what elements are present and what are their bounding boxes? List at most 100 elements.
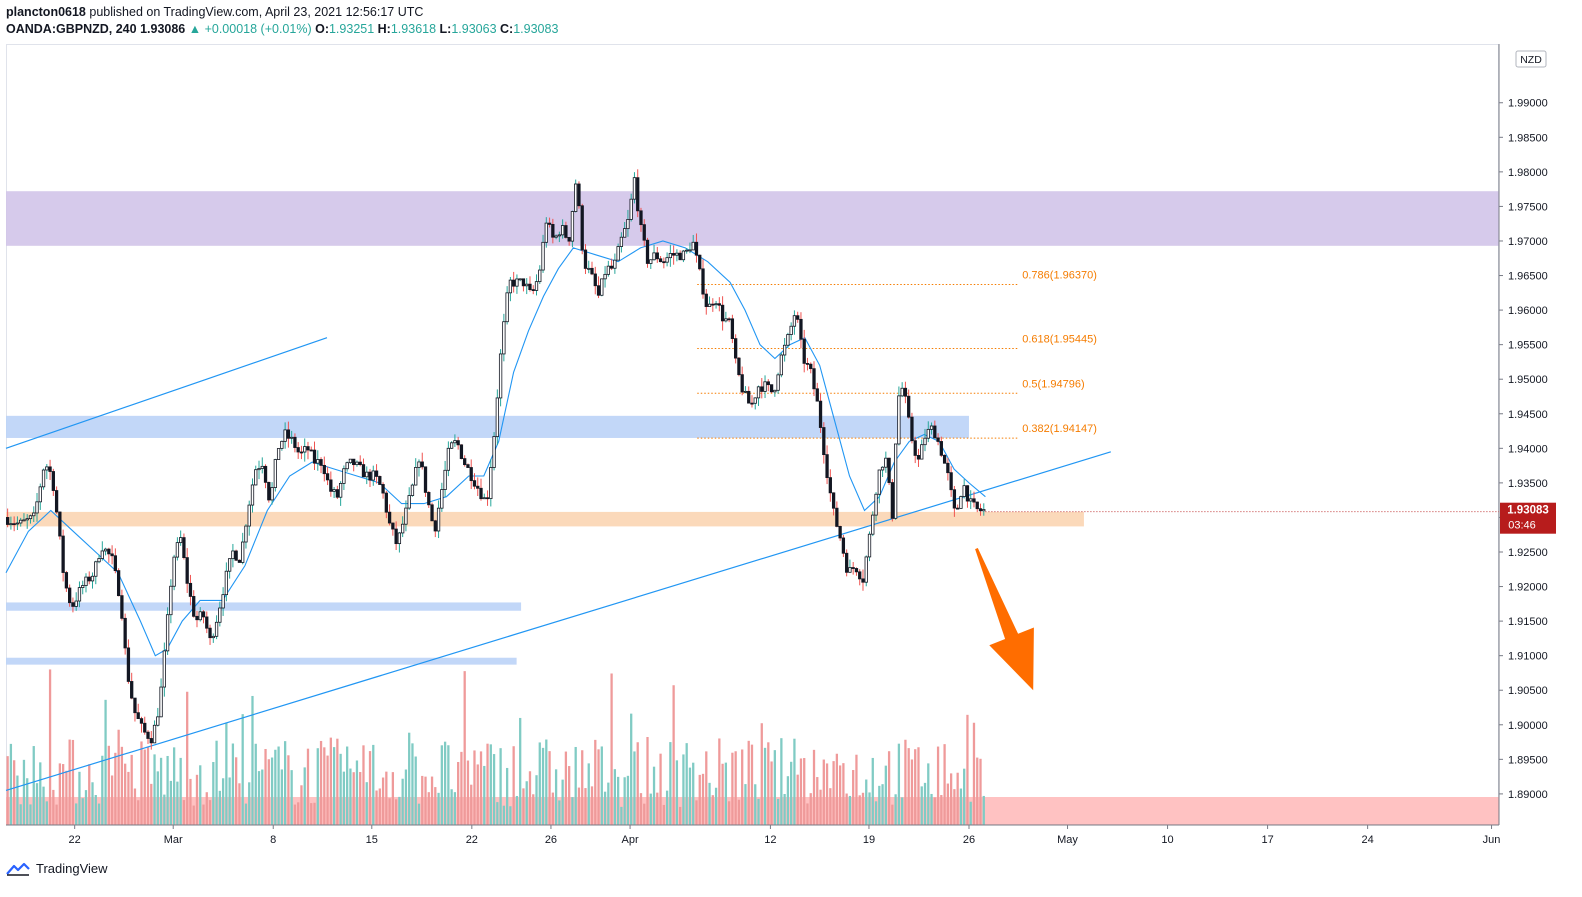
time-tick-label: Jun	[1483, 834, 1501, 846]
candle-body	[671, 253, 676, 256]
volume-bar	[241, 714, 244, 825]
candle-body	[606, 265, 610, 275]
volume-bar	[561, 779, 564, 825]
volume-bar	[120, 746, 124, 825]
candle-body	[965, 485, 970, 502]
candle-body	[874, 493, 878, 516]
currency-badge[interactable]: NZD	[1520, 54, 1542, 66]
volume-bar	[548, 751, 551, 825]
candle-body	[472, 480, 477, 487]
trend-line[interactable]	[5, 451, 1111, 792]
fib-layer: 0.786(1.96370) 0.618(1.95445) 0.5(1.94796)…	[697, 270, 1097, 439]
volume-bar	[865, 779, 868, 825]
volume-bar	[509, 806, 512, 825]
volume-bar	[724, 762, 728, 825]
candle-body	[753, 397, 757, 404]
volume-bar	[874, 801, 878, 825]
volume-bar	[460, 751, 463, 825]
volume-bar	[208, 800, 212, 825]
candle-body	[867, 533, 872, 558]
candle-body	[854, 568, 859, 573]
volume-bar	[186, 691, 189, 825]
purple-resistance-zone	[6, 191, 1499, 246]
volume-bar	[45, 801, 48, 825]
candle-body	[316, 459, 320, 464]
volume-bar	[287, 755, 290, 825]
volume-bar	[881, 784, 884, 825]
volume-bar	[336, 738, 339, 825]
candle-body	[564, 225, 568, 238]
candle-body	[626, 219, 630, 230]
candle-body	[77, 587, 82, 602]
footer-brand[interactable]: TradingView	[6, 861, 108, 876]
close-label: C:	[500, 22, 514, 36]
candle-body	[776, 374, 780, 391]
volume-bar	[486, 743, 489, 825]
candle-body	[508, 279, 513, 294]
volume-bar	[476, 764, 479, 825]
fib-level-label: 0.786(1.96370)	[1022, 270, 1097, 282]
candle-body	[45, 466, 49, 471]
candle-body	[959, 496, 963, 509]
candle-body	[244, 525, 248, 543]
volume-bar	[535, 775, 538, 825]
candle-body	[818, 400, 823, 428]
volume-bar	[61, 764, 65, 825]
volume-bar	[32, 746, 35, 825]
arrow-layer	[975, 548, 1034, 691]
candle-body	[352, 458, 356, 466]
trend-line[interactable]	[5, 337, 328, 449]
candle-body	[81, 585, 85, 588]
volume-bar	[734, 751, 737, 825]
candle-body	[51, 471, 55, 491]
symbol-label[interactable]: OANDA:GBPNZD, 240	[6, 22, 137, 36]
volume-bar	[319, 740, 323, 825]
volume-bar	[117, 729, 120, 825]
volume-bar	[329, 737, 332, 825]
bearish-arrow[interactable]	[975, 548, 1034, 691]
publisher-name[interactable]: plancton0618	[6, 5, 86, 19]
candle-body	[766, 381, 770, 386]
published-text: published on TradingView.com, April 23, …	[89, 5, 424, 19]
candle-body	[479, 487, 483, 500]
volume-bar	[819, 789, 822, 825]
candle-body	[120, 595, 124, 619]
candle-body	[391, 522, 395, 530]
blue-zone-upper	[6, 415, 969, 438]
ma-layer	[5, 240, 986, 657]
volume-bar	[901, 797, 904, 825]
candle-body	[665, 257, 669, 263]
volume-bar	[979, 758, 982, 825]
volume-bar	[48, 669, 52, 825]
volume-bar	[767, 742, 770, 825]
last-price: 1.93086	[140, 22, 186, 36]
volume-bar	[685, 743, 688, 825]
fib-level-label: 0.382(1.94147)	[1022, 423, 1097, 435]
volume-bar	[721, 763, 724, 825]
time-tick-label: 10	[1161, 834, 1173, 846]
volume-bar	[698, 774, 701, 825]
currency-badge-box[interactable]	[1515, 50, 1547, 68]
candle-body	[296, 447, 300, 453]
candle-body	[263, 465, 268, 483]
price-tick-label: 1.99000	[1508, 98, 1548, 110]
candle-body	[247, 504, 251, 527]
candle-body	[387, 511, 392, 524]
candle-body	[417, 461, 421, 468]
volume-bar	[861, 792, 865, 825]
candle-body	[809, 363, 813, 370]
candle-body	[864, 556, 868, 583]
candle-body	[25, 518, 29, 521]
candle-body	[476, 485, 480, 489]
volume-bar	[793, 738, 796, 825]
volume-bar	[195, 774, 199, 825]
candle-body	[453, 440, 457, 444]
volume-bar	[313, 802, 316, 825]
candle-body	[596, 285, 601, 296]
volume-bar	[812, 749, 816, 825]
candle-body	[910, 416, 914, 442]
volume-bar	[545, 739, 548, 825]
candle-body	[946, 462, 950, 474]
volume-bar	[58, 763, 62, 825]
